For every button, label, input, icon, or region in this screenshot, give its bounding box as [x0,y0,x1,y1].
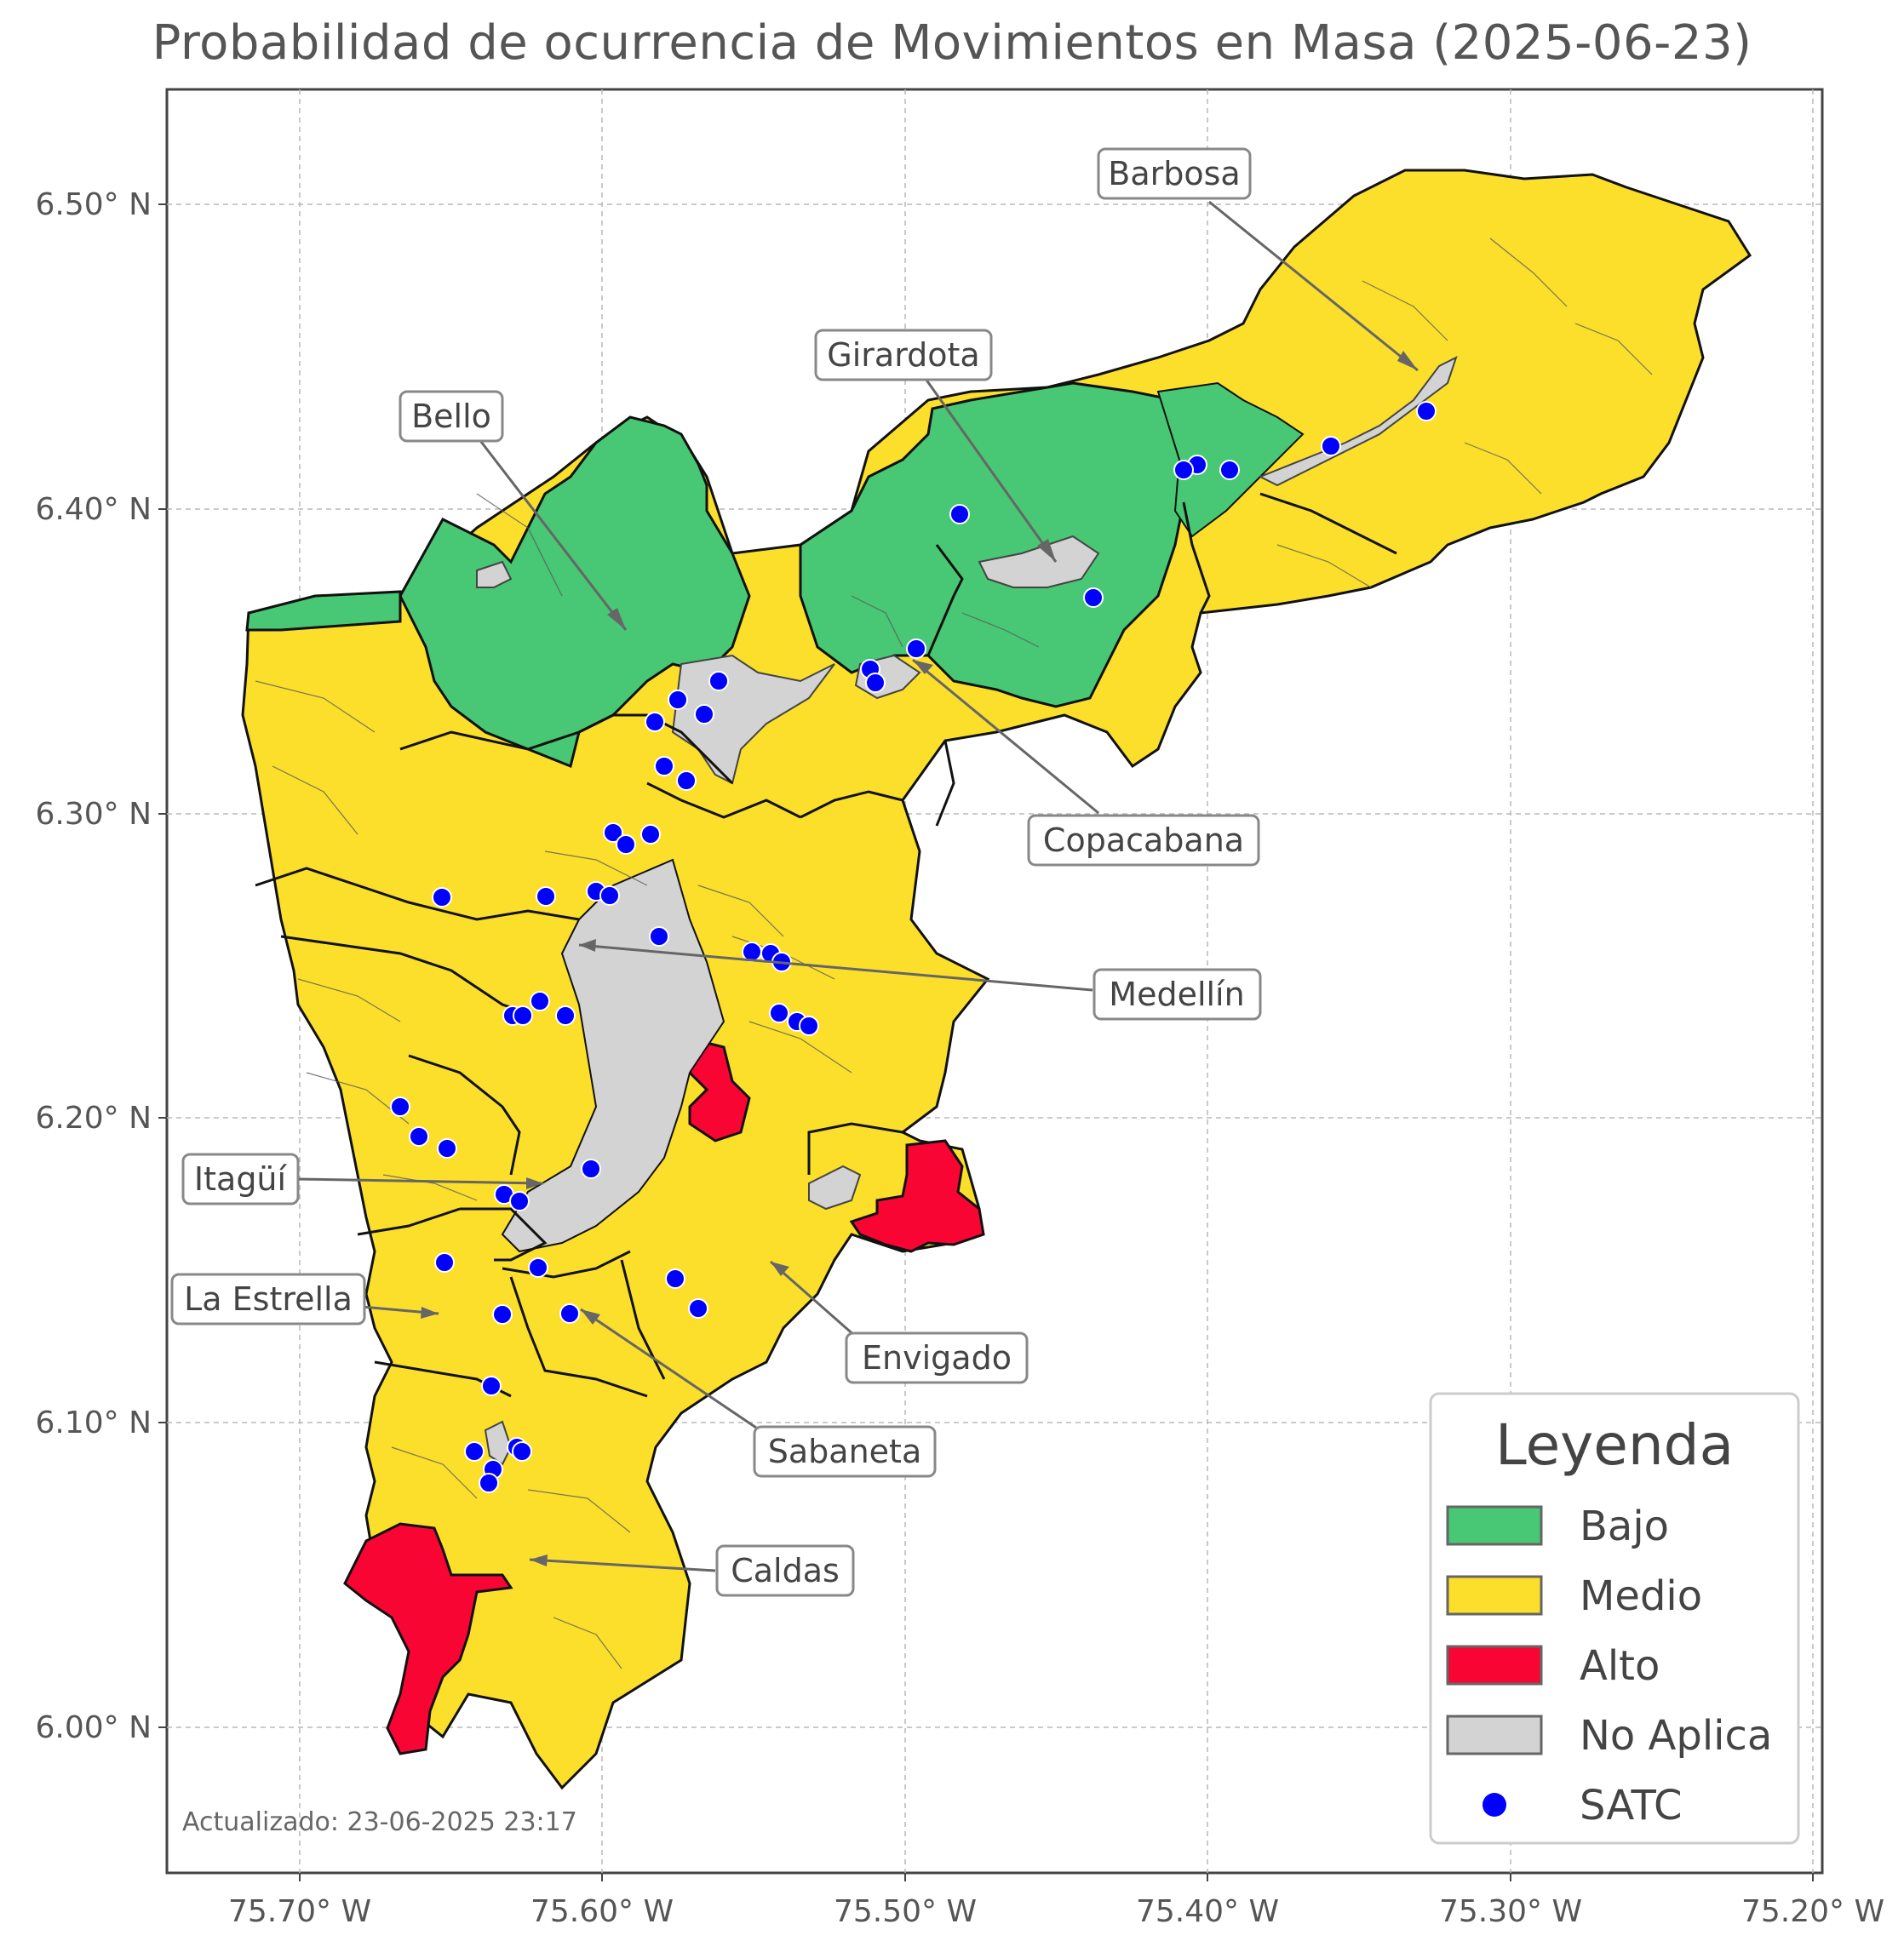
city-label-la-estrella: La Estrella [184,1280,353,1318]
legend-title: Leyenda [1495,1412,1734,1478]
region-bello-urban-west [476,560,513,588]
satc-point [492,1304,513,1325]
satc-point [1321,436,1341,456]
satc-point [581,1159,601,1179]
legend-satc-dot [1482,1793,1506,1817]
legend-swatch-no-aplica [1446,1715,1543,1755]
city-label-group: Barbosa Girardota Bello Copacabana Medel… [170,147,1262,1597]
satc-point [1083,587,1104,608]
satc-point [559,1303,580,1324]
satc-point [513,1005,533,1026]
satc-point [640,824,661,845]
satc-point [528,1257,548,1278]
satc-point [479,1473,499,1493]
updated-timestamp: Actualizado: 23-06-2025 23:17 [182,1807,577,1837]
satc-point [390,1096,410,1117]
satc-point [509,1191,530,1211]
region-barbosa-urban [1258,356,1458,487]
city-label-barbosa: Barbosa [1108,155,1240,192]
satc-point [599,885,620,906]
satc-point [676,770,697,791]
city-label-caldas: Caldas [731,1552,840,1589]
satc-point [432,887,452,908]
satc-point [1416,401,1437,421]
legend-swatch-medio [1446,1575,1543,1616]
city-label-copacabana: Copacabana [1043,822,1244,859]
page-title: Probabilidad de ocurrencia de Movimiento… [152,15,1752,71]
y-tick-label: 6.10° N [35,1406,152,1440]
satc-point [603,822,623,843]
satc-point [949,504,970,524]
legend: Leyenda Bajo Medio Alto No Aplica SATC [1429,1392,1800,1845]
satc-point [906,638,926,659]
legend-label-alto: Alto [1580,1642,1660,1690]
satc-point [665,1268,685,1289]
satc-point [512,1441,532,1462]
legend-swatch-alto [1446,1645,1543,1686]
satc-point [668,690,688,710]
legend-label-bajo: Bajo [1580,1503,1669,1550]
satc-point [688,1298,708,1319]
region-caldas-alto [343,1522,513,1755]
satc-point [654,756,674,776]
satc-point [1173,460,1194,480]
satc-point [708,671,729,691]
city-label-bello: Bello [411,398,491,435]
city-label-itagui: Itagüí [194,1160,288,1198]
x-tick-label: 75.20° W [1741,1894,1884,1929]
region-east-alto [849,1139,985,1253]
tick-marks [158,203,1814,1881]
satc-point [694,704,714,724]
legend-label-satc: SATC [1580,1782,1683,1829]
city-label-medellin: Medellín [1109,976,1244,1013]
region-east-urban [808,1165,862,1211]
legend-swatch-bajo [1446,1505,1543,1546]
x-tick-label: 75.50° W [834,1894,977,1929]
region-caldas-urban [484,1420,513,1466]
region-west-bajo [245,590,402,632]
region-girardota-urban [978,535,1100,588]
city-label-girardota: Girardota [827,336,979,374]
satc-point [645,712,665,732]
neighborhood-lines [255,238,1653,1669]
satc-point [865,673,886,693]
satc-point [649,926,669,947]
satc-point [530,991,550,1011]
y-tick-label: 6.00° N [35,1710,152,1745]
region-envigado-alto [688,1037,751,1142]
y-tick-label: 6.30° N [35,797,152,832]
y-tick-label: 6.20° N [35,1101,152,1136]
satc-point [616,834,636,855]
satc-point [464,1441,485,1462]
satc-point [437,1138,457,1159]
x-tick-label: 75.40° W [1136,1894,1279,1929]
x-tick-label: 75.60° W [530,1894,674,1929]
satc-point [409,1126,429,1147]
x-tick-label: 75.30° W [1439,1894,1582,1929]
legend-label-medio: Medio [1580,1572,1702,1620]
y-tick-label: 6.50° N [35,187,152,222]
region-bello-bajo [399,415,751,769]
x-tick-label: 75.70° W [228,1894,371,1929]
y-tick-label: 6.40° N [35,492,152,527]
region-medellin-urban [501,858,725,1253]
municipal-boundaries [255,492,1397,1398]
city-label-sabaneta: Sabaneta [768,1433,921,1470]
satc-point [536,886,556,907]
city-label-envigado: Envigado [862,1339,1012,1377]
satc-point [434,1252,455,1273]
satc-point [799,1016,819,1036]
region-layer [241,169,1752,1790]
legend-label-no-aplica: No Aplica [1580,1712,1772,1760]
satc-point [555,1005,576,1026]
satc-point [1219,460,1240,480]
satc-point [481,1376,502,1396]
arrow-heads [421,351,1418,1566]
satc-point [769,1003,789,1023]
